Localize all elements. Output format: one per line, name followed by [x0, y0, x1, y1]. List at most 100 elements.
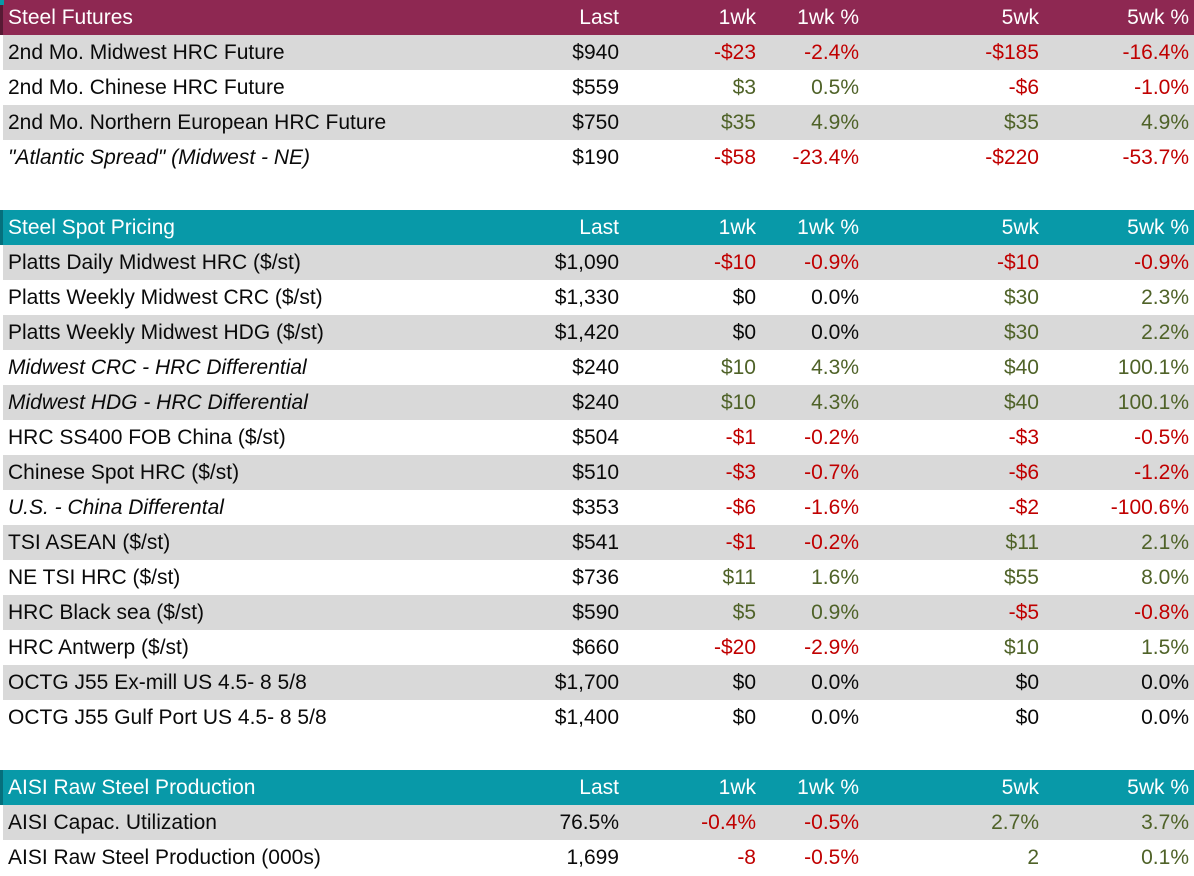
section-gap: [0, 735, 1194, 770]
cell-5wk: -$6: [1008, 76, 1039, 99]
cell-last: $660: [572, 636, 619, 659]
cell-last: $240: [572, 391, 619, 414]
cell-last: $1,400: [554, 706, 619, 729]
cell-1wk: -$23: [713, 41, 756, 64]
cell-last: $240: [572, 356, 619, 379]
cell-5wk: $40: [1003, 391, 1039, 414]
cell-5wk: $0: [1015, 671, 1039, 694]
col-header-5wk-pct: 5wk %: [1127, 776, 1189, 799]
cell-last: $1,420: [554, 321, 619, 344]
cell-1wk: -$3: [725, 461, 756, 484]
cell-1wk: $0: [732, 286, 756, 309]
cell-1wk: $0: [732, 321, 756, 344]
cell-5wk-pct: 3.7%: [1141, 811, 1189, 834]
cell-last: $1,330: [554, 286, 619, 309]
cell-1wk: -$58: [713, 146, 756, 169]
cell-1wk: $0: [732, 671, 756, 694]
cell-last: $940: [572, 41, 619, 64]
cell-1wk-pct: -0.2%: [804, 426, 859, 449]
table-row: TSI ASEAN ($/st) $541 -$1 -0.2% $11 2.1%: [0, 525, 1194, 560]
cell-last: $510: [572, 461, 619, 484]
table-row: 2nd Mo. Northern European HRC Future $750…: [0, 105, 1194, 140]
cell-1wk-pct: 0.0%: [811, 706, 859, 729]
table-row: Chinese Spot HRC ($/st) $510 -$3 -0.7% -$6 -1…: [0, 455, 1194, 490]
row-label: Platts Weekly Midwest HDG ($/st): [8, 321, 324, 344]
cell-5wk: -$220: [985, 146, 1039, 169]
cell-5wk: $11: [1005, 531, 1039, 554]
cell-1wk-pct: -23.4%: [792, 146, 859, 169]
cell-last: $541: [572, 531, 619, 554]
cell-5wk: -$6: [1008, 461, 1039, 484]
cell-last: 1,699: [566, 846, 619, 869]
col-header-5wk-pct: 5wk %: [1127, 6, 1189, 29]
row-label: Platts Daily Midwest HRC ($/st): [8, 251, 301, 274]
cell-5wk-pct: -16.4%: [1122, 41, 1189, 64]
row-label: HRC Antwerp ($/st): [8, 636, 189, 659]
cell-5wk-pct: 0.1%: [1141, 846, 1189, 869]
cell-5wk-pct: 100.1%: [1117, 391, 1189, 414]
cell-5wk: 2.7%: [991, 811, 1039, 834]
table-row: 2nd Mo. Midwest HRC Future $940 -$23 -2.4% -…: [0, 35, 1194, 70]
col-header-last: Last: [579, 216, 619, 239]
cell-5wk: $10: [1003, 636, 1039, 659]
cell-1wk: -$6: [725, 496, 756, 519]
section-gap: [0, 175, 1194, 210]
table-row: Midwest CRC - HRC Differential $240 $10 4.3…: [0, 350, 1194, 385]
cell-5wk: -$3: [1008, 426, 1039, 449]
cell-5wk-pct: 1.5%: [1141, 636, 1189, 659]
section-title: Steel Futures: [8, 6, 133, 29]
cell-5wk-pct: -0.8%: [1134, 601, 1189, 624]
cell-1wk: -8: [737, 846, 756, 869]
col-header-5wk-pct: 5wk %: [1127, 216, 1189, 239]
cell-5wk: -$2: [1008, 496, 1039, 519]
cell-5wk-pct: 2.1%: [1141, 531, 1189, 554]
row-label: 2nd Mo. Northern European HRC Future: [8, 111, 387, 134]
cell-1wk: $0: [732, 706, 756, 729]
table-row: AISI Capac. Utilization 76.5% -0.4% -0.5% 2.…: [0, 805, 1194, 840]
row-label: HRC SS400 FOB China ($/st): [8, 426, 286, 449]
partial-next-header-artifact: [0, 0, 4, 5]
col-header-5wk: 5wk: [1001, 216, 1039, 239]
cell-1wk-pct: 0.0%: [811, 671, 859, 694]
cell-5wk: 2: [1027, 846, 1039, 869]
cell-1wk: $35: [720, 111, 756, 134]
section-header-steel-futures: Steel Futures Last 1wk 1wk % 5wk 5wk %: [0, 0, 1194, 35]
cell-1wk-pct: -2.9%: [804, 636, 859, 659]
cell-5wk-pct: -1.2%: [1134, 461, 1189, 484]
cell-1wk: $11: [722, 566, 756, 589]
cell-5wk-pct: -0.9%: [1134, 251, 1189, 274]
table-row: HRC SS400 FOB China ($/st) $504 -$1 -0.2% -$…: [0, 420, 1194, 455]
table-row: Platts Daily Midwest HRC ($/st) $1,090 -$1…: [0, 245, 1194, 280]
cell-1wk-pct: 0.0%: [811, 286, 859, 309]
col-header-last: Last: [579, 6, 619, 29]
col-header-1wk-pct: 1wk %: [797, 776, 859, 799]
table-row: Platts Weekly Midwest HDG ($/st) $1,420 $0…: [0, 315, 1194, 350]
col-header-1wk: 1wk: [718, 6, 756, 29]
cell-5wk-pct: -1.0%: [1134, 76, 1189, 99]
table-row: "Atlantic Spread" (Midwest - NE) $190 -$58…: [0, 140, 1194, 175]
cell-last: 76.5%: [559, 811, 619, 834]
cell-1wk-pct: 1.6%: [811, 566, 859, 589]
col-header-5wk: 5wk: [1001, 776, 1039, 799]
cell-5wk-pct: -100.6%: [1110, 496, 1189, 519]
table-row: U.S. - China Differental $353 -$6 -1.6% -$2 -…: [0, 490, 1194, 525]
table-row: 2nd Mo. Chinese HRC Future $559 $3 0.5% -$6 -…: [0, 70, 1194, 105]
cell-5wk: $30: [1003, 321, 1039, 344]
cell-1wk: $10: [720, 391, 756, 414]
section-title: Steel Spot Pricing: [8, 216, 175, 239]
row-label: 2nd Mo. Midwest HRC Future: [8, 41, 285, 64]
cell-last: $590: [572, 601, 619, 624]
cell-5wk-pct: 2.2%: [1141, 321, 1189, 344]
cell-1wk-pct: -0.5%: [804, 811, 859, 834]
col-header-1wk: 1wk: [718, 776, 756, 799]
col-header-5wk: 5wk: [1001, 6, 1039, 29]
cell-1wk-pct: 0.5%: [811, 76, 859, 99]
row-label: Platts Weekly Midwest CRC ($/st): [8, 286, 323, 309]
cell-1wk: -$1: [725, 426, 756, 449]
cell-last: $1,090: [554, 251, 619, 274]
cell-1wk-pct: -1.6%: [804, 496, 859, 519]
cell-5wk: -$185: [985, 41, 1039, 64]
table-row: HRC Black sea ($/st) $590 $5 0.9% -$5 -0.8%: [0, 595, 1194, 630]
cell-last: $559: [572, 76, 619, 99]
